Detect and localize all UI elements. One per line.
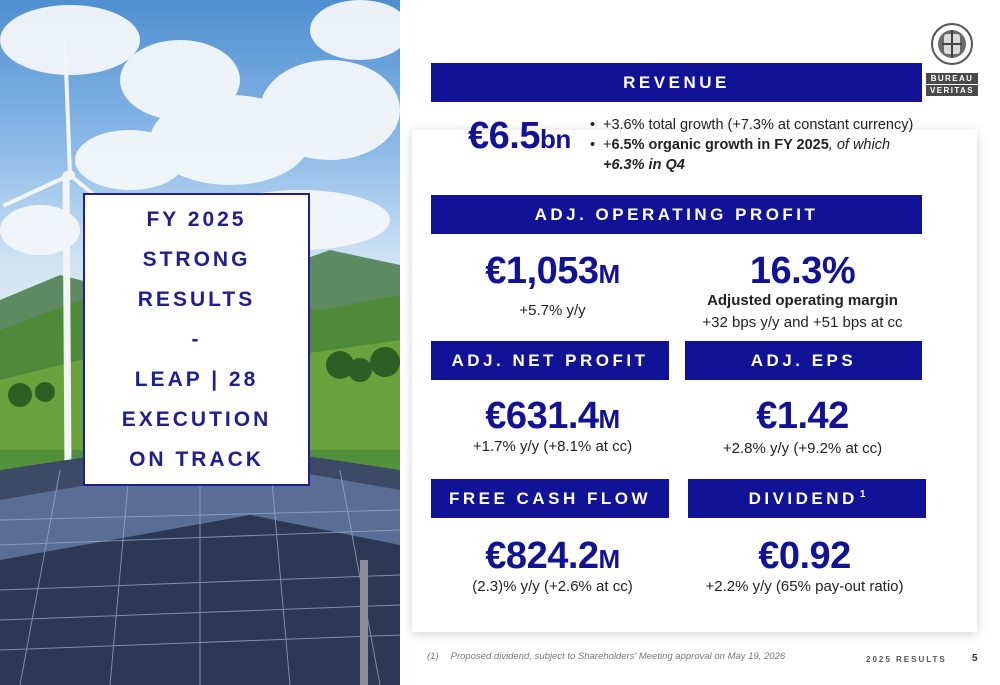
logo-text-bureau: BUREAU — [926, 73, 978, 84]
net-profit-amount: €631.4 — [485, 395, 599, 437]
dividend-band: DIVIDEND 1 — [688, 479, 926, 518]
bullet-bold-italic: +6.3% in Q4 — [603, 157, 685, 173]
title-line: FY 2025 — [146, 207, 247, 231]
operating-profit-band: ADJ. OPERATING PROFIT — [431, 195, 922, 234]
title-line: ON TRACK — [129, 447, 264, 471]
revenue-value: €6.5bn — [468, 115, 571, 158]
free-cash-flow-change: (2.3)% y/y (+2.6% at cc) — [472, 578, 633, 595]
revenue-unit: bn — [539, 124, 571, 154]
eps-change: +2.8% y/y (+9.2% at cc) — [722, 440, 883, 457]
eps-value: €1.42 — [756, 395, 849, 437]
revenue-band: REVENUE — [431, 63, 922, 102]
net-profit-unit: M — [598, 404, 621, 434]
dividend-footnote-marker: 1 — [859, 489, 866, 500]
title-line: - — [191, 327, 202, 351]
title-box: FY 2025 STRONG RESULTS - LEAP | 28 EXECU… — [83, 193, 310, 486]
operating-profit-amount: €1,053 — [485, 250, 599, 292]
footnote-number: (1) — [427, 651, 439, 662]
free-cash-flow-band: FREE CASH FLOW — [431, 479, 669, 518]
free-cash-flow-amount: €824.2 — [485, 535, 599, 577]
revenue-bullets: • +3.6% total growth (+7.3% at constant c… — [590, 115, 930, 175]
dividend-band-label: DIVIDEND — [748, 488, 858, 508]
operating-profit-value: €1,053M — [431, 250, 674, 293]
list-item: • +3.6% total growth (+7.3% at constant c… — [590, 117, 914, 133]
revenue-bullet-2: +6.5% organic growth in FY 2025, of whic… — [603, 135, 890, 175]
list-item: • +6.5% organic growth in FY 2025, of wh… — [590, 135, 891, 175]
bullet-italic: , of which — [828, 137, 891, 153]
revenue-bullet-1: +3.6% total growth (+7.3% at constant cu… — [603, 117, 914, 133]
net-profit-band: ADJ. NET PROFIT — [431, 341, 669, 380]
free-cash-flow-value: €824.2M — [431, 535, 674, 578]
dividend-change: +2.2% y/y (65% pay-out ratio) — [705, 578, 904, 595]
bullet-prefix: + — [603, 137, 612, 153]
title-line: STRONG — [142, 247, 251, 271]
page-number: 5 — [972, 653, 978, 664]
operating-margin-value: 16.3% — [749, 250, 856, 292]
operating-margin-label: Adjusted operating margin — [707, 292, 898, 309]
footnote-text: Proposed dividend, subject to Shareholde… — [450, 651, 786, 662]
revenue-amount: €6.5 — [468, 115, 540, 157]
dividend-value: €0.92 — [758, 535, 851, 577]
logo-text-veritas: VERITAS — [926, 85, 978, 96]
bullet-bold: 6.5% organic growth in FY 2025 — [611, 137, 829, 153]
title-line: LEAP | 28 — [134, 367, 259, 391]
operating-profit-unit: M — [598, 259, 621, 289]
net-profit-change: +1.7% y/y (+8.1% at cc) — [472, 438, 633, 455]
footer-label: 2025 RESULTS — [866, 655, 947, 664]
operating-profit-change: +5.7% y/y — [519, 302, 586, 319]
free-cash-flow-unit: M — [598, 544, 621, 574]
operating-margin-change: +32 bps y/y and +51 bps at cc — [702, 314, 903, 331]
eps-band: ADJ. EPS — [685, 341, 922, 380]
footnote: (1) Proposed dividend, subject to Shareho… — [427, 651, 785, 662]
bureau-veritas-seal-icon — [931, 23, 973, 65]
title-line: EXECUTION — [121, 407, 272, 431]
net-profit-value: €631.4M — [431, 395, 674, 438]
title-line: RESULTS — [137, 287, 256, 311]
hero-landscape-image: FY 2025 STRONG RESULTS - LEAP | 28 EXECU… — [0, 0, 400, 685]
